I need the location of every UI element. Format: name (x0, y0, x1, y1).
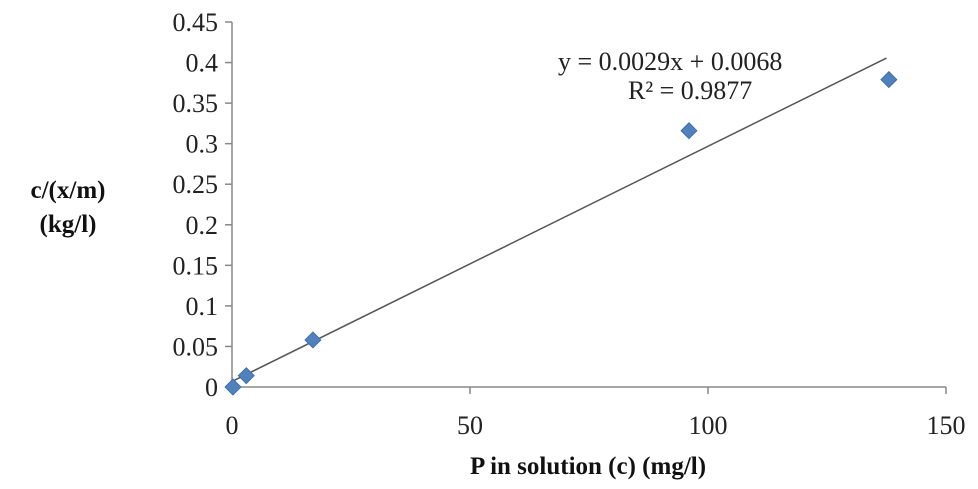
y-tick-label: 0.45 (173, 8, 219, 37)
data-point-diamond (304, 331, 322, 349)
data-point-diamond (237, 367, 255, 385)
y-tick-label: 0.05 (173, 332, 219, 361)
axes (231, 22, 946, 388)
y-tick-label: 0.15 (173, 251, 219, 280)
x-tick-label: 150 (927, 411, 966, 440)
trendline-equation: y = 0.0029x + 0.0068 (558, 47, 782, 76)
y-tick-label: 0.1 (186, 292, 219, 321)
y-tick-label: 0.25 (173, 170, 219, 199)
data-points (224, 71, 898, 396)
x-tick-label: 100 (689, 411, 728, 440)
y-tick-label: 0.3 (186, 130, 219, 159)
linear-trendline (231, 57, 887, 383)
y-axis-title-line-2: (kg/l) (40, 211, 97, 238)
y-tick-label: 0.2 (186, 211, 219, 240)
x-tick-label: 50 (457, 411, 483, 440)
data-point-diamond (680, 122, 698, 140)
data-point-diamond (224, 378, 242, 396)
y-tick-label: 0.4 (186, 49, 219, 78)
trendline-r-squared: R² = 0.9877 (628, 76, 752, 105)
y-tick-label: 0.35 (173, 89, 219, 118)
x-axis-title: P in solution (c) (mg/l) (470, 453, 706, 480)
x-axis-ticks: 0 50 100 150 (226, 387, 966, 440)
y-tick-label: 0 (205, 373, 218, 402)
x-tick-label: 0 (226, 411, 239, 440)
y-axis-ticks: 0 0.05 0.1 0.15 0.2 0.25 0.3 0.35 0.4 0.45 (173, 8, 232, 402)
data-point-diamond (880, 71, 898, 89)
y-axis-title-line-1: c/(x/m) (31, 177, 106, 204)
